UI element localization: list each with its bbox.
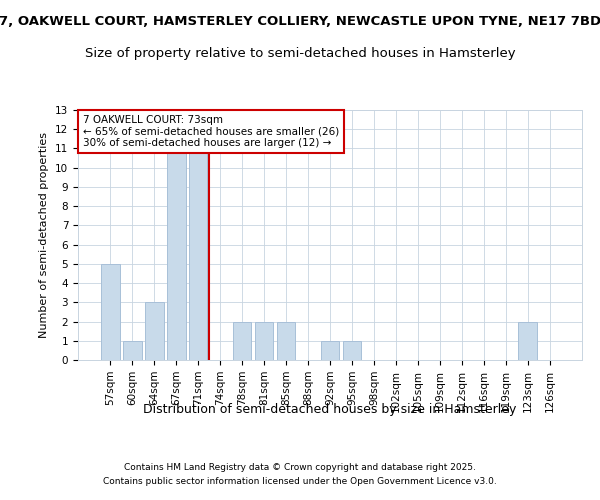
Text: 7, OAKWELL COURT, HAMSTERLEY COLLIERY, NEWCASTLE UPON TYNE, NE17 7BD: 7, OAKWELL COURT, HAMSTERLEY COLLIERY, N… [0, 15, 600, 28]
Text: Distribution of semi-detached houses by size in Hamsterley: Distribution of semi-detached houses by … [143, 402, 517, 415]
Bar [320, 341, 340, 360]
Text: 7 OAKWELL COURT: 73sqm
← 65% of semi-detached houses are smaller (26)
30% of sem: 7 OAKWELL COURT: 73sqm ← 65% of semi-det… [83, 115, 339, 148]
Bar [123, 341, 142, 360]
Bar [255, 322, 274, 360]
Bar [167, 148, 185, 360]
Bar [277, 322, 295, 360]
Bar [145, 302, 164, 360]
Bar [343, 341, 361, 360]
Bar [518, 322, 537, 360]
Bar [189, 148, 208, 360]
Text: Contains public sector information licensed under the Open Government Licence v3: Contains public sector information licen… [103, 478, 497, 486]
Text: Contains HM Land Registry data © Crown copyright and database right 2025.: Contains HM Land Registry data © Crown c… [124, 462, 476, 471]
Text: Size of property relative to semi-detached houses in Hamsterley: Size of property relative to semi-detach… [85, 48, 515, 60]
Bar [233, 322, 251, 360]
Y-axis label: Number of semi-detached properties: Number of semi-detached properties [40, 132, 49, 338]
Bar [101, 264, 119, 360]
